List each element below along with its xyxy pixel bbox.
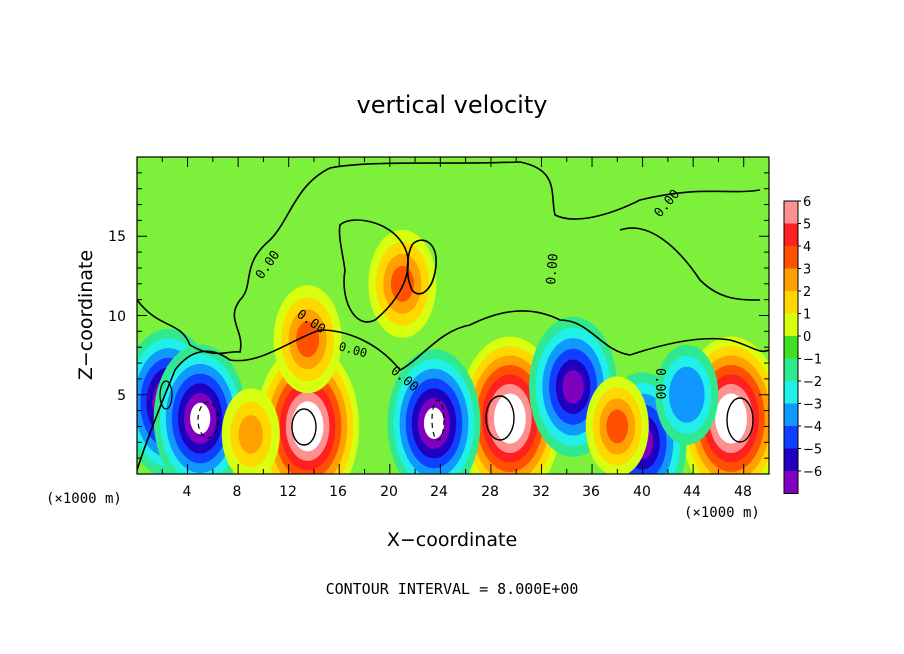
contour-line xyxy=(159,380,173,410)
y-tick-label: 15 xyxy=(108,229,126,245)
y-tick-label: 10 xyxy=(108,309,126,325)
colorbar-label: 6 xyxy=(803,195,811,210)
field-cell xyxy=(296,321,320,358)
colorbar-swatch xyxy=(784,313,798,337)
colorbar-swatch xyxy=(784,246,798,269)
colorbar-frame xyxy=(783,200,799,494)
colorbar-swatch xyxy=(784,336,798,359)
contour-line xyxy=(137,310,769,471)
contour-interval-note: CONTOUR INTERVAL = 8.000E+00 xyxy=(326,580,579,598)
x-tick-label: 36 xyxy=(582,484,600,500)
colorbar-swatch xyxy=(784,268,798,292)
x-tick-label: 20 xyxy=(380,484,398,500)
colorbar-swatch xyxy=(784,201,798,224)
contour-line xyxy=(137,161,761,355)
colorbar-label: 1 xyxy=(803,308,811,323)
contour-line xyxy=(485,395,515,441)
plot-area: 0.00 0.00 0.00 0.00 0.00 0.00 0.00 xyxy=(136,156,770,475)
colorbar-swatch xyxy=(784,426,798,449)
colorbar-label: −3 xyxy=(803,398,822,413)
colorbar-swatch xyxy=(784,403,798,427)
field-cell xyxy=(721,403,741,434)
y-axis-label: Z−coordinate xyxy=(75,250,97,380)
contour-line xyxy=(619,227,761,301)
contour-line xyxy=(406,239,437,295)
colorbar-swatch xyxy=(784,358,798,382)
colorbar-label: 5 xyxy=(803,218,811,233)
colorbar-swatch xyxy=(784,223,798,247)
x-tick-label: 28 xyxy=(481,484,499,500)
colorbar: 6 5 4 3 2 1 0 −1 −2 −3 −4 −5 −6 xyxy=(783,195,822,494)
contour-line xyxy=(197,401,219,439)
colorbar-swatch xyxy=(784,471,798,494)
field-cell xyxy=(297,410,318,442)
colorbar-label: −2 xyxy=(803,375,822,390)
x-tick-label: 8 xyxy=(233,484,242,500)
colorbar-label: 3 xyxy=(803,263,811,278)
contour-line xyxy=(431,399,445,441)
field-cell xyxy=(190,402,211,435)
contour-line xyxy=(338,219,409,323)
field-cell xyxy=(238,415,264,454)
colorbar-swatch xyxy=(784,291,798,314)
x-unit-left: (×1000 m) xyxy=(46,491,122,507)
colorbar-label: −5 xyxy=(803,443,822,458)
x-axis-label: X−coordinate xyxy=(387,529,517,551)
x-tick-label: 48 xyxy=(734,484,752,500)
colorbar-label: −1 xyxy=(803,353,822,368)
x-unit-right: (×1000 m) xyxy=(684,505,760,521)
colorbar-label: 2 xyxy=(803,285,811,300)
zero-contours xyxy=(137,161,769,471)
axis-ticks xyxy=(137,157,769,474)
contour-label: 0.00 xyxy=(652,368,667,399)
y-tick-label: 5 xyxy=(117,388,126,404)
field-cell xyxy=(606,409,629,444)
colorbar-swatch xyxy=(784,381,798,404)
x-tick-label: 40 xyxy=(633,484,651,500)
x-tick-labels: 4 8 12 16 20 24 28 32 36 40 44 48 xyxy=(183,484,752,500)
x-tick-label: 16 xyxy=(329,484,347,500)
field-cell xyxy=(675,377,698,412)
contour-label: 0.00 xyxy=(544,253,562,286)
x-tick-label: 32 xyxy=(532,484,550,500)
y-tick-labels: 5 10 15 xyxy=(108,229,126,404)
x-tick-label: 24 xyxy=(430,484,448,500)
velocity-field xyxy=(137,229,769,474)
colorbar-label: 4 xyxy=(803,240,811,255)
field-cell xyxy=(423,407,445,439)
chart-title: vertical velocity xyxy=(357,91,548,119)
field-cell xyxy=(500,403,520,434)
x-tick-label: 44 xyxy=(683,484,701,500)
colorbar-label: −4 xyxy=(803,420,822,435)
field-cell xyxy=(562,370,584,404)
colorbar-label: 0 xyxy=(803,330,811,345)
colorbar-label: −6 xyxy=(803,465,822,480)
colorbar-swatch xyxy=(784,448,798,472)
x-tick-label: 12 xyxy=(279,484,297,500)
contour-line xyxy=(291,408,317,446)
x-tick-label: 4 xyxy=(183,484,192,500)
contour-line xyxy=(726,397,754,443)
